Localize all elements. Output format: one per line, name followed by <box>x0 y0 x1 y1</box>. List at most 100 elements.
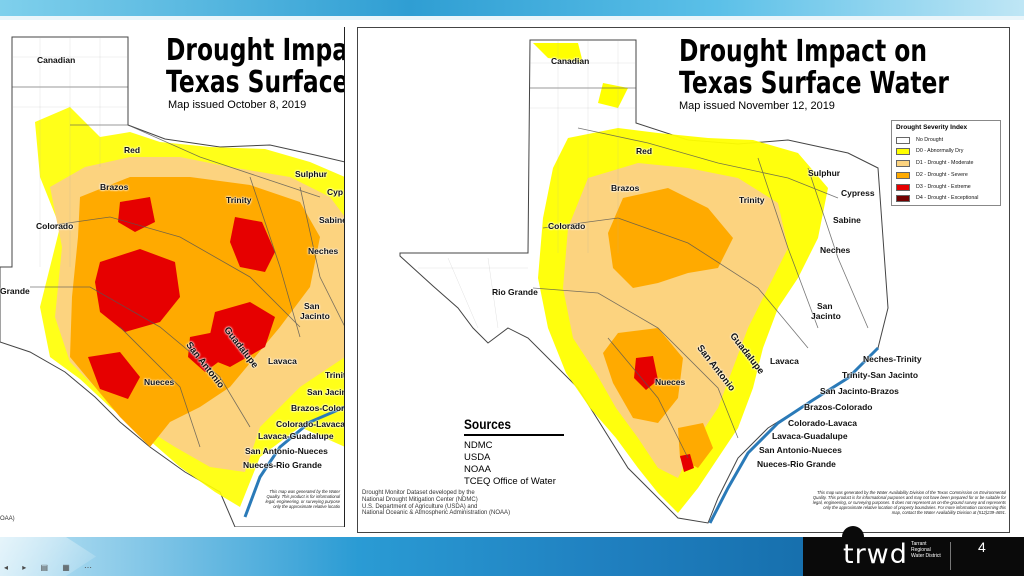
disclaimer-line: legal, engineering, or surveying purpose… <box>812 500 1006 505</box>
basin-label-lavaca-guadalupe: Lavaca-Guadalupe <box>258 431 334 441</box>
basin-label-san-jacinto-coastal: San Jacin <box>307 387 345 397</box>
source-item: TCEQ Office of Water <box>464 476 556 487</box>
drought-severity-legend: Drought Severity Index No Drought D0 - A… <box>891 120 1001 206</box>
basin-label-trinity: Trinity <box>739 195 765 205</box>
basin-label-colorado: Colorado <box>548 221 586 231</box>
basin-label-lavaca: Lavaca <box>770 356 799 366</box>
basin-label-sabine: Sabine <box>319 215 345 225</box>
basin-label-trinity: Trinity <box>226 195 252 205</box>
legend-label: D3 - Drought - Extreme <box>916 184 971 190</box>
credit-line: National Oceanic & Atmospheric Administr… <box>362 510 511 517</box>
legend-item-d4: D4 - Drought - Exceptional <box>896 194 978 202</box>
disclaimer-line: only the approximate relative locatio <box>273 504 340 509</box>
legend-item-d0: D0 - Abnormally Dry <box>896 147 963 155</box>
disclaimer-line: legal, engineering, or surveying purpose <box>265 499 341 504</box>
legend-item-d2: D2 - Drought - Severe <box>896 171 968 179</box>
legend-item-no-drought: No Drought <box>896 136 943 144</box>
basin-label-san-jacinto-2: Jacinto <box>811 311 841 321</box>
basin-label-brazos: Brazos <box>611 183 640 193</box>
basin-label-brazos: Brazos <box>100 182 129 192</box>
legend-label: D1 - Drought - Moderate <box>916 160 974 166</box>
basin-label-san-jacinto-2: Jacinto <box>300 311 330 321</box>
basin-label-nueces: Nueces <box>144 377 175 387</box>
slide-page-number: 4 <box>978 539 986 555</box>
disclaimer-line: Quality. This product is for information… <box>266 494 340 499</box>
basin-label-red: Red <box>636 146 653 156</box>
left-map-credit-fragment: OAA) <box>0 516 15 522</box>
basin-label-san-jacinto-1: San <box>304 301 320 311</box>
disclaimer-line: Quality. This product is for information… <box>812 495 1006 500</box>
source-item: USDA <box>464 452 491 463</box>
disclaimer-line: This map was generated by the Water Avai… <box>817 490 1006 495</box>
map-november-2019: Drought Impact on Texas Surface Water Ma… <box>357 27 1010 533</box>
basin-label-canadian: Canadian <box>551 56 590 66</box>
source-item: NDMC <box>464 440 493 451</box>
legend-label: D4 - Drought - Exceptional <box>916 195 979 201</box>
left-map-title-line1: Drought Impac <box>166 33 345 68</box>
basin-label-trinity-coastal: Trinit <box>325 370 345 380</box>
trwd-logo-subtext: Tarrant Regional Water District <box>911 541 941 559</box>
basin-label-lavaca-guadalupe: Lavaca-Guadalupe <box>772 431 848 441</box>
right-map-title-line1: Drought Impact on <box>679 34 928 69</box>
basin-label-nueces-rio-grande: Nueces-Rio Grande <box>757 459 836 469</box>
right-map-issued-date: Map issued November 12, 2019 <box>679 100 835 112</box>
basin-label-colorado-lavaca: Colorado-Lavaca <box>276 419 345 429</box>
logo-divider <box>950 542 951 570</box>
credit-line: National Drought Mitigation Center (NDMC… <box>362 496 478 503</box>
legend-label: D0 - Abnormally Dry <box>916 148 964 154</box>
legend-label: No Drought <box>916 137 944 143</box>
basin-label-brazos-colorado: Brazos-Colorado <box>804 402 873 412</box>
credit-line: U.S. Department of Agriculture (USDA) an… <box>362 503 478 510</box>
basin-label-rio-grande: Grande <box>0 286 30 296</box>
basin-label-neches: Neches <box>308 246 339 256</box>
legend-swatch <box>896 183 910 191</box>
legend-title: Drought Severity Index <box>896 124 968 131</box>
left-map-disclaimer: This map was generated by the Water Qual… <box>266 489 341 509</box>
legend-swatch <box>896 147 910 155</box>
basin-label-nueces: Nueces <box>655 377 686 387</box>
basin-label-san-antonio-nueces: San Antonio-Nueces <box>759 445 842 455</box>
left-map-title-line2: Texas Surface <box>166 65 345 100</box>
slide-top-band <box>0 0 1024 20</box>
basin-label-colorado: Colorado <box>36 221 74 231</box>
source-item: NOAA <box>464 464 491 475</box>
left-map-issued-date: Map issued October 8, 2019 <box>168 99 307 111</box>
basin-label-cypress: Cypress <box>841 188 875 198</box>
texas-map-october <box>0 36 344 527</box>
basin-label-cypress: Cyp <box>327 187 344 197</box>
right-map-title-line2: Texas Surface Water <box>679 66 949 101</box>
basin-label-neches: Neches <box>820 245 851 255</box>
slideshow-controls[interactable]: ◂ ▸ ▤ ▦ ⋯ <box>4 563 99 572</box>
basin-label-sulphur: Sulphur <box>295 169 328 179</box>
legend-item-d1: D1 - Drought - Moderate <box>896 159 973 167</box>
texas-map-november <box>399 39 889 524</box>
basin-label-neches-trinity: Neches-Trinity <box>863 354 922 364</box>
right-map-credit: Drought Monitor Dataset developed by the… <box>362 490 510 517</box>
right-map-disclaimer: This map was generated by the Water Avai… <box>813 490 1006 515</box>
basin-label-lavaca: Lavaca <box>268 356 297 366</box>
basin-label-canadian: Canadian <box>37 55 76 65</box>
basin-label-san-antonio-nueces: San Antonio-Nueces <box>245 446 328 456</box>
legend-swatch <box>896 136 910 144</box>
disclaimer-line: only the approximate relative location o… <box>823 505 1006 510</box>
basin-label-rio-grande: Rio Grande <box>492 287 538 297</box>
legend-item-d3: D3 - Drought - Extreme <box>896 183 971 191</box>
trwd-logo-block <box>803 537 1024 576</box>
basin-label-nueces-rio-grande: Nueces-Rio Grande <box>243 460 322 470</box>
basin-label-sulphur: Sulphur <box>808 168 841 178</box>
basin-label-san-jacinto-brazos: San Jacinto-Brazos <box>820 386 899 396</box>
map-october-2019: Drought Impac Texas Surface Map issued O… <box>0 27 345 527</box>
disclaimer-line: This map was generated by the Water <box>269 489 340 494</box>
basin-label-sabine: Sabine <box>833 215 861 225</box>
credit-line: Drought Monitor Dataset developed by the <box>362 490 475 496</box>
basin-label-san-jacinto-1: San <box>817 301 833 311</box>
basin-label-red: Red <box>124 145 141 155</box>
trwd-logo-drop <box>842 526 864 548</box>
legend-swatch <box>896 194 910 202</box>
basin-label-trinity-san-jacinto: Trinity-San Jacinto <box>842 370 919 380</box>
legend-swatch <box>896 171 910 179</box>
basin-label-colorado-lavaca: Colorado-Lavaca <box>788 418 857 428</box>
disclaimer-line: map, contact the Water Availability Divi… <box>891 510 1006 515</box>
basin-label-brazos-colorado: Brazos-Colora <box>291 403 345 413</box>
sources-block: Sources NDMC USDA NOAA TCEQ Office of Wa… <box>464 416 584 488</box>
